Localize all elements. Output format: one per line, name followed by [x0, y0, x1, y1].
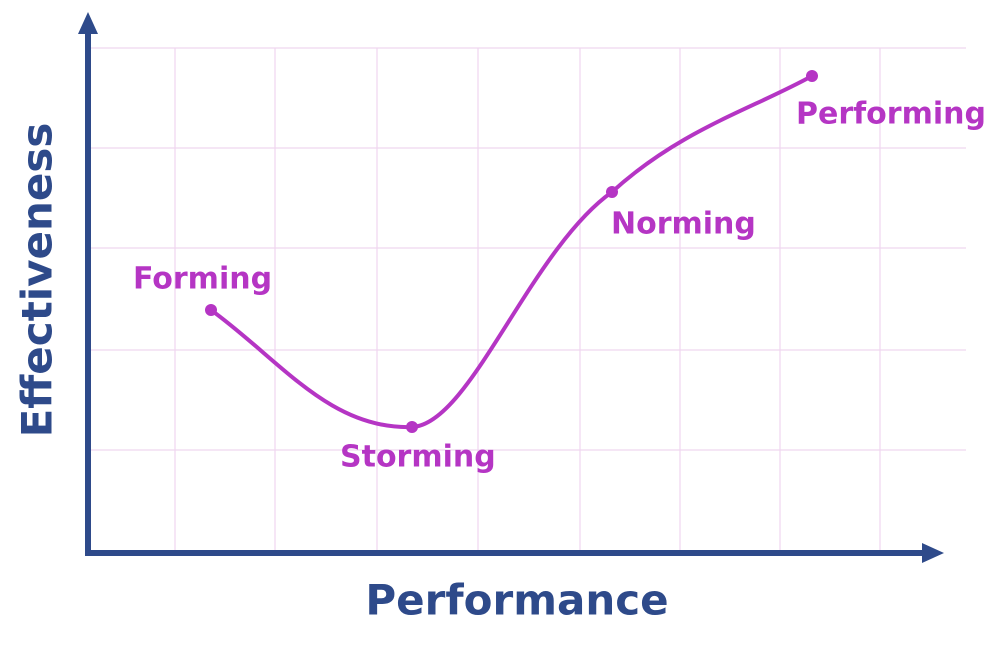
y-axis-label: Effectiveness — [13, 123, 62, 438]
axes — [78, 12, 944, 563]
stage-label: Performing — [796, 97, 986, 132]
grid — [88, 47, 966, 550]
y-arrow — [78, 12, 98, 34]
curve — [209, 74, 813, 430]
stage-point — [606, 186, 618, 198]
stage-label: Norming — [611, 207, 756, 242]
stage-label: Forming — [133, 262, 272, 297]
stage-point — [205, 304, 217, 316]
x-axis-label: Performance — [365, 576, 668, 625]
x-arrow — [922, 543, 944, 563]
stage-label: Storming — [340, 440, 496, 475]
stage-point — [806, 70, 818, 82]
stage-point — [406, 421, 418, 433]
